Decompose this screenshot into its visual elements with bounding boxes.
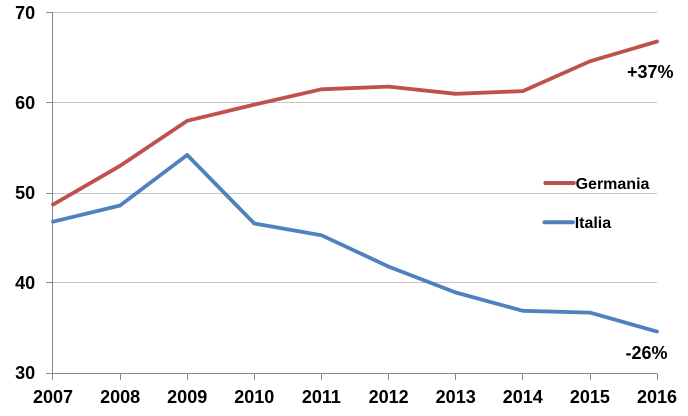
- svg-text:40: 40: [15, 273, 35, 293]
- svg-text:70: 70: [15, 3, 35, 23]
- svg-text:2011: 2011: [302, 387, 341, 407]
- svg-text:2008: 2008: [100, 387, 140, 407]
- svg-text:2015: 2015: [570, 387, 610, 407]
- svg-text:2007: 2007: [33, 387, 73, 407]
- svg-text:2012: 2012: [369, 387, 409, 407]
- svg-text:2013: 2013: [436, 387, 476, 407]
- svg-text:30: 30: [15, 363, 35, 383]
- svg-text:-26%: -26%: [626, 343, 668, 363]
- svg-text:2014: 2014: [503, 387, 543, 407]
- svg-text:Germania: Germania: [576, 176, 650, 193]
- svg-text:60: 60: [15, 93, 35, 113]
- svg-text:2010: 2010: [234, 387, 274, 407]
- svg-text:+37%: +37%: [627, 62, 674, 82]
- svg-text:2016: 2016: [637, 387, 677, 407]
- svg-text:50: 50: [15, 183, 35, 203]
- svg-text:Italia: Italia: [575, 215, 612, 232]
- svg-text:2009: 2009: [167, 387, 207, 407]
